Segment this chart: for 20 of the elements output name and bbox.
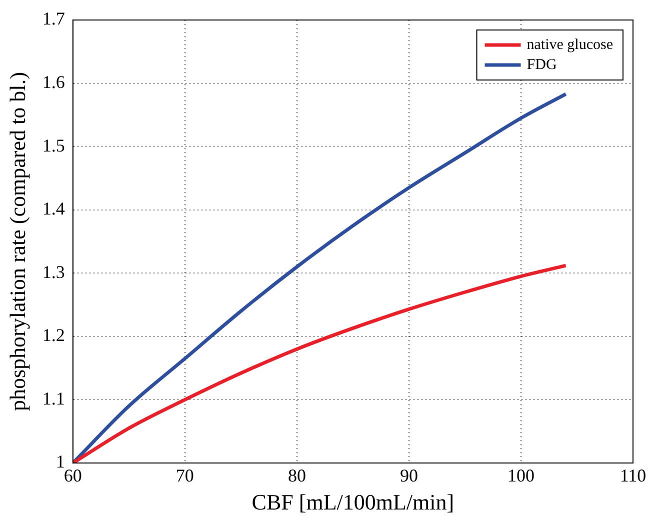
x-tick-label: 110: [620, 466, 646, 486]
y-axis-title: phosphorylation rate (compared to bl.): [4, 72, 30, 412]
y-tick-label: 1.3: [42, 262, 65, 282]
legend-label: native glucose: [526, 36, 614, 53]
x-tick-label: 70: [176, 466, 194, 486]
legend-label: FDG: [526, 56, 557, 73]
line-series: [72, 264, 568, 463]
y-tick-label: 1.6: [42, 72, 65, 92]
line-series: [72, 92, 568, 463]
x-tick-label: 90: [400, 466, 418, 486]
y-tick-label: 1: [56, 452, 65, 472]
x-tick-label: 100: [507, 466, 534, 486]
x-tick-label: 60: [64, 466, 82, 486]
y-tick-label: 1.7: [42, 8, 65, 29]
y-tick-label: 1.1: [42, 388, 65, 408]
x-axis-title: CBF [mL/100mL/min]: [252, 490, 454, 515]
y-tick-label: 1.4: [42, 198, 65, 219]
y-tick-label: 1.2: [42, 325, 65, 346]
x-tick-label: 80: [288, 466, 306, 486]
y-tick-label: 1.5: [42, 135, 65, 156]
